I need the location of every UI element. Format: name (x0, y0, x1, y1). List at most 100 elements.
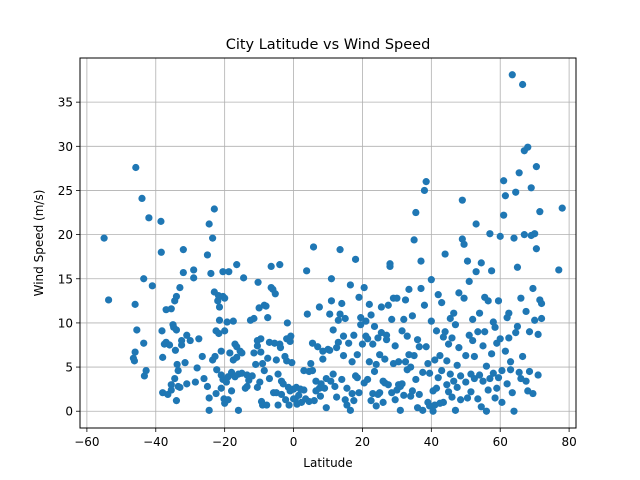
data-point (451, 321, 460, 329)
data-point (140, 275, 148, 283)
data-point (370, 367, 379, 376)
data-point (525, 367, 534, 376)
data-point (415, 390, 423, 399)
data-point (243, 382, 251, 391)
data-point (365, 358, 373, 366)
data-point (191, 378, 199, 386)
data-point (308, 367, 317, 375)
data-point (345, 339, 353, 347)
data-point (130, 357, 139, 365)
data-point (457, 372, 465, 380)
data-point (179, 246, 187, 254)
data-point (336, 310, 344, 318)
data-point (469, 336, 477, 345)
data-point (398, 327, 406, 335)
data-point (534, 371, 542, 379)
data-point (295, 391, 303, 399)
data-point (233, 261, 241, 269)
data-point (379, 398, 387, 406)
data-point (377, 303, 385, 311)
data-point (505, 334, 513, 342)
data-point (396, 406, 404, 414)
data-point (215, 303, 224, 311)
data-point (145, 214, 153, 222)
data-point (426, 369, 434, 377)
data-point (303, 267, 311, 275)
data-point (212, 389, 220, 398)
data-point (326, 346, 334, 354)
data-point (300, 386, 308, 394)
data-point (432, 327, 441, 335)
data-point (446, 370, 454, 378)
data-point (465, 277, 473, 286)
data-point (210, 205, 218, 213)
data-point (460, 240, 468, 248)
data-point (525, 328, 534, 336)
data-point (376, 389, 384, 397)
data-point (438, 367, 446, 375)
data-point (522, 307, 530, 316)
data-point (439, 398, 447, 406)
data-point (398, 380, 406, 388)
data-point (431, 356, 439, 364)
data-point (264, 314, 272, 322)
data-point (190, 266, 198, 274)
data-point (501, 347, 509, 355)
data-point (148, 282, 156, 290)
data-point (178, 336, 186, 345)
data-point (350, 397, 358, 405)
y-tick-label: 20 (58, 228, 73, 242)
data-point (329, 326, 337, 334)
data-point (422, 343, 430, 351)
data-point (167, 386, 175, 394)
data-point (338, 375, 346, 384)
data-point (477, 403, 485, 411)
data-point (372, 360, 380, 369)
data-point (215, 316, 224, 324)
data-point (360, 283, 368, 292)
data-point (479, 377, 487, 385)
data-point (276, 344, 285, 352)
y-tick-label: 0 (65, 405, 73, 419)
data-point (303, 310, 311, 318)
data-point (186, 336, 194, 345)
data-point (205, 406, 213, 414)
data-point (401, 358, 410, 366)
data-point (350, 331, 358, 339)
data-point (475, 371, 484, 379)
data-point (417, 257, 425, 265)
data-point (277, 390, 286, 399)
data-point (329, 370, 337, 378)
data-point (419, 368, 427, 376)
data-point (463, 394, 472, 402)
data-point (274, 370, 282, 378)
data-point (403, 332, 411, 340)
data-point (505, 309, 513, 317)
data-point (500, 177, 508, 185)
data-point (343, 401, 351, 409)
data-point (171, 374, 179, 383)
data-point (444, 340, 453, 348)
data-point (534, 330, 542, 338)
data-point (276, 261, 284, 269)
data-point (531, 316, 539, 324)
data-point (508, 389, 516, 397)
data-point (183, 380, 191, 388)
data-point (348, 358, 356, 366)
data-point (501, 192, 509, 200)
data-point (494, 297, 503, 305)
data-point (405, 285, 413, 293)
data-point (376, 351, 384, 359)
data-point (287, 332, 295, 340)
data-point (438, 299, 446, 307)
data-point (408, 312, 416, 320)
data-point (472, 220, 480, 228)
y-tick-label: 5 (65, 361, 73, 375)
data-point (384, 381, 392, 389)
data-point (171, 346, 180, 354)
data-point (450, 309, 458, 317)
data-point (282, 396, 290, 404)
data-point (455, 344, 463, 352)
data-point (198, 352, 206, 361)
